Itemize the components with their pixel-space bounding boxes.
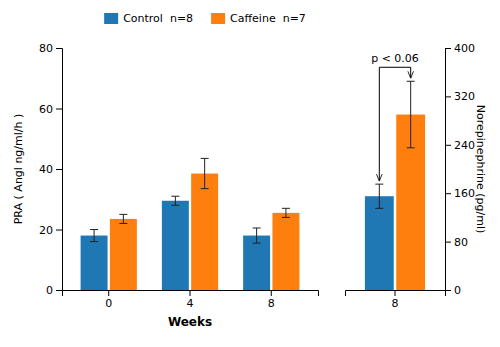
tick-mark bbox=[56, 109, 62, 110]
legend: Control n=8 Caffeine n=7 bbox=[104, 12, 306, 25]
tick-mark bbox=[56, 169, 62, 170]
tick: 400 bbox=[445, 42, 475, 55]
tick: 20 bbox=[39, 224, 62, 237]
error-bar bbox=[90, 230, 98, 242]
bar bbox=[110, 219, 137, 290]
legend-item: Control n=8 bbox=[104, 12, 193, 25]
tick: 8 bbox=[392, 290, 399, 310]
tick-mark bbox=[271, 290, 272, 296]
tick-mark bbox=[445, 242, 451, 243]
legend-item: Caffeine n=7 bbox=[211, 12, 306, 25]
error-bar bbox=[253, 228, 261, 243]
error-bar bbox=[375, 184, 383, 208]
x-axis: 8 bbox=[346, 290, 446, 310]
tick-mark bbox=[56, 230, 62, 231]
bracket-arrow bbox=[410, 67, 411, 78]
tick-mark bbox=[395, 290, 396, 296]
bar bbox=[243, 236, 270, 290]
error-bar bbox=[171, 196, 179, 205]
error-bar bbox=[407, 81, 415, 148]
tick-label: 20 bbox=[39, 224, 53, 237]
tick: 80 bbox=[445, 236, 468, 249]
tick-label: 4 bbox=[187, 297, 194, 310]
tick: 80 bbox=[39, 42, 62, 55]
tick: 40 bbox=[39, 163, 62, 176]
tick: 0 bbox=[445, 284, 461, 297]
tick-mark bbox=[56, 290, 62, 291]
tick-mark bbox=[108, 290, 109, 296]
tick-label: 0 bbox=[105, 297, 112, 310]
tick: 0 bbox=[105, 290, 112, 310]
error-bar bbox=[201, 158, 209, 188]
tick-label: 8 bbox=[268, 297, 275, 310]
panel: 0 80 160 240 320 400 8 Norepinephrine (pg/ml) p … bbox=[346, 42, 488, 310]
marks bbox=[365, 81, 425, 290]
tick-label: 240 bbox=[454, 139, 475, 152]
x-axis: 0 4 8 bbox=[63, 290, 319, 310]
tick-label: 80 bbox=[454, 236, 468, 249]
y-axis-title: Norepinephrine (pg/ml) bbox=[474, 105, 487, 234]
tick: 60 bbox=[39, 103, 62, 116]
tick: 160 bbox=[445, 187, 475, 200]
legend-label: Control n=8 bbox=[123, 12, 193, 25]
y-axis-title: PRA ( Angl ng/ml/h ) bbox=[12, 114, 25, 225]
y-axis: 0 80 160 240 320 400 bbox=[445, 42, 475, 297]
tick: 4 bbox=[187, 290, 194, 310]
tick: 0 bbox=[46, 284, 62, 297]
y-axis: 0 20 40 60 80 bbox=[39, 42, 63, 297]
tick-mark bbox=[190, 290, 191, 296]
tick-label: 320 bbox=[454, 90, 475, 103]
tick-mark bbox=[445, 96, 451, 97]
axis-line bbox=[56, 49, 63, 291]
chart: 020406080048PRA ( Angl ng/ml/h )Weeks080… bbox=[0, 0, 500, 347]
tick: 240 bbox=[445, 139, 475, 152]
tick-mark bbox=[445, 145, 451, 146]
axis-line bbox=[63, 291, 319, 297]
tick-label: 8 bbox=[392, 297, 399, 310]
tick-mark bbox=[56, 48, 62, 49]
tick-mark bbox=[445, 48, 451, 49]
bar bbox=[191, 174, 218, 290]
legend-swatch bbox=[211, 13, 225, 24]
bar bbox=[365, 196, 394, 290]
panel: 0 20 40 60 80 0 4 8 PRA ( Angl ng/ml/h ) Weeks bbox=[12, 42, 319, 329]
bracket-arrow bbox=[379, 67, 380, 181]
axis-line bbox=[346, 291, 446, 297]
tick-label: 160 bbox=[454, 187, 475, 200]
error-bar bbox=[282, 208, 290, 217]
tick-label: 80 bbox=[39, 42, 53, 55]
legend-swatch bbox=[104, 13, 118, 24]
annotation: p < 0.06 bbox=[371, 52, 419, 65]
axis-line bbox=[446, 49, 452, 291]
tick-label: 40 bbox=[39, 163, 53, 176]
tick-label: 400 bbox=[454, 42, 475, 55]
error-bar bbox=[119, 214, 127, 223]
significance-bracket bbox=[379, 67, 410, 181]
tick-label: 0 bbox=[46, 284, 53, 297]
tick: 8 bbox=[268, 290, 275, 310]
bar bbox=[81, 236, 108, 290]
bar bbox=[162, 201, 189, 290]
tick-label: 60 bbox=[39, 103, 53, 116]
tick-label: 0 bbox=[454, 284, 461, 297]
marks bbox=[81, 158, 300, 290]
tick: 320 bbox=[445, 90, 475, 103]
tick-mark bbox=[445, 193, 451, 194]
bracket-line bbox=[379, 67, 410, 68]
legend-label: Caffeine n=7 bbox=[230, 12, 306, 25]
bar bbox=[272, 213, 299, 290]
x-axis-title: Weeks bbox=[168, 315, 212, 329]
